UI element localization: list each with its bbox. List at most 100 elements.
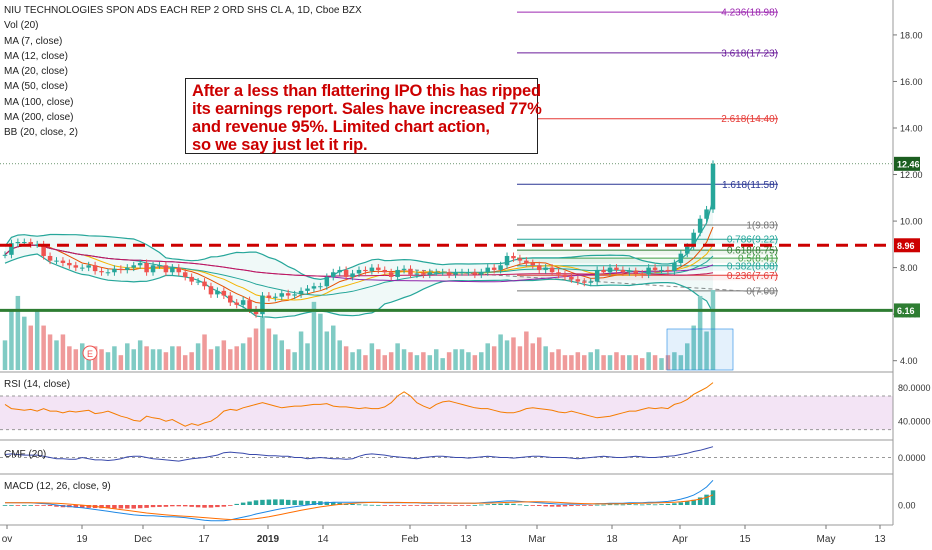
candle-body-74 [479, 272, 484, 275]
candle-body-99 [639, 273, 645, 275]
volume-bar-23 [150, 349, 156, 370]
macd-hist-55 [356, 504, 362, 506]
macd-hist-61 [395, 505, 400, 506]
macd-hist-88 [569, 505, 574, 507]
price-axis: 18.0016.0014.0012.0010.008.006.004.0012.… [892, 0, 932, 550]
volume-bar-103 [665, 355, 671, 370]
volume-bar-48 [311, 301, 317, 370]
macd-hist-79 [511, 503, 516, 505]
candle-body-43 [279, 293, 285, 297]
volume-bar-0 [2, 340, 8, 370]
candle-body-57 [369, 267, 375, 272]
legend-ma-100[interactable]: MA (100, close) [4, 96, 74, 108]
volume-bar-16 [105, 352, 111, 370]
volume-bar-57 [369, 343, 375, 370]
macd-hist-92 [594, 504, 600, 506]
volume-bar-38 [247, 337, 252, 370]
legend-ma-50[interactable]: MA (50, close) [4, 81, 68, 93]
candle-body-47 [305, 288, 310, 291]
volume-bar-106 [685, 343, 690, 370]
price-tick-label-3: 12.00 [900, 170, 923, 180]
macd-hist-48 [311, 501, 317, 505]
macd-hist-99 [639, 504, 645, 506]
legend-ma-20[interactable]: MA (20, close) [4, 66, 68, 78]
candle-body-96 [620, 269, 626, 273]
annotation-line-3: and revenue 95%. Limited chart action, [192, 118, 490, 136]
candle-body-34 [221, 290, 227, 296]
candle-body-41 [266, 295, 272, 298]
legend-ma-7[interactable]: MA (7, close) [4, 35, 63, 47]
volume-bar-30 [195, 343, 201, 370]
macd-hist-20 [131, 505, 136, 509]
time-tick-label-7: 13 [460, 534, 472, 545]
candle-body-4 [28, 242, 33, 245]
macd-hist-98 [633, 504, 639, 506]
candle-body-52 [337, 269, 342, 273]
support-tag [894, 303, 920, 318]
cmf-panel-label[interactable]: CMF (20) [4, 449, 47, 460]
macd-hist-12 [79, 505, 85, 508]
candle-body-78 [504, 255, 510, 266]
candle-body-68 [440, 272, 445, 274]
volume-bar-98 [633, 355, 639, 370]
candle-body-3 [22, 242, 27, 244]
candle-body-16 [105, 272, 111, 274]
macd-hist-90 [582, 505, 587, 506]
fib-label-4.236: 4.236(18.98) [721, 8, 778, 19]
candle-body-37 [240, 300, 246, 305]
bollinger-band-fill [5, 199, 713, 318]
last-price-value: 12.46 [897, 159, 920, 169]
candle-body-92 [594, 269, 600, 282]
volume-bar-18 [118, 355, 124, 370]
candle-body-105 [678, 253, 684, 263]
candle-body-38 [247, 300, 252, 310]
macd-hist-7 [47, 505, 53, 507]
candle-body-86 [556, 272, 561, 275]
legend-ma-200[interactable]: MA (200, close) [4, 112, 74, 124]
rsi-panel-label[interactable]: RSI (14, close) [4, 379, 71, 390]
time-tick-label-13: 13 [874, 534, 886, 545]
macd-hist-80 [517, 504, 523, 506]
volume-bar-40 [260, 316, 265, 370]
horizontal-levels [0, 163, 893, 312]
macd-line [5, 479, 714, 522]
price-tick-label-2: 14.00 [900, 124, 923, 134]
legend-volume[interactable]: Vol (20) [4, 20, 39, 32]
fib-label-0.382: 0.382(8.08) [727, 261, 778, 272]
candle-body-24 [157, 265, 162, 267]
fib-label-0.5: 0.5(8.41) [738, 254, 778, 265]
candle-body-101 [652, 267, 658, 270]
volume-bar-58 [376, 349, 381, 370]
macd-hist-77 [498, 503, 503, 505]
legend-bollinger[interactable]: BB (20, close, 2) [4, 127, 78, 139]
candle-body-81 [524, 260, 529, 263]
candle-body-12 [79, 267, 85, 269]
candle-body-5 [34, 244, 40, 246]
volume-bar-8 [54, 340, 59, 370]
price-candles [2, 160, 716, 318]
time-tick-label-2: Dec [134, 534, 152, 545]
volume-bar-90 [582, 355, 587, 370]
volume-bar-102 [659, 358, 664, 370]
volume-bar-66 [427, 355, 433, 370]
volume-bar-84 [543, 346, 548, 370]
annotation-callout[interactable]: After a less than flattering IPO this ha… [185, 78, 542, 154]
volume-bar-29 [189, 352, 194, 370]
macd-hist-41 [266, 499, 272, 505]
macd-hist-6 [41, 505, 46, 506]
macd-hist-65 [421, 505, 426, 506]
volume-bar-76 [491, 346, 497, 370]
fibonacci-levels: 4.236(18.98) 3.618(17.23) 2.618(14.40) 1.61… [414, 8, 779, 297]
volume-bar-62 [401, 349, 407, 370]
macd-panel-label[interactable]: MACD (12, 26, close, 9) [4, 481, 111, 492]
candle-body-104 [672, 262, 677, 272]
candle-body-75 [485, 267, 490, 273]
annotation-line-1: After a less than flattering IPO this ha… [192, 82, 541, 100]
macd-hist-59 [382, 505, 387, 506]
volume-bar-45 [292, 352, 297, 370]
volume-bar-21 [137, 340, 143, 370]
candle-body-1 [9, 243, 14, 255]
legend-ma-12[interactable]: MA (12, close) [4, 50, 68, 62]
macd-hist-58 [376, 504, 381, 506]
